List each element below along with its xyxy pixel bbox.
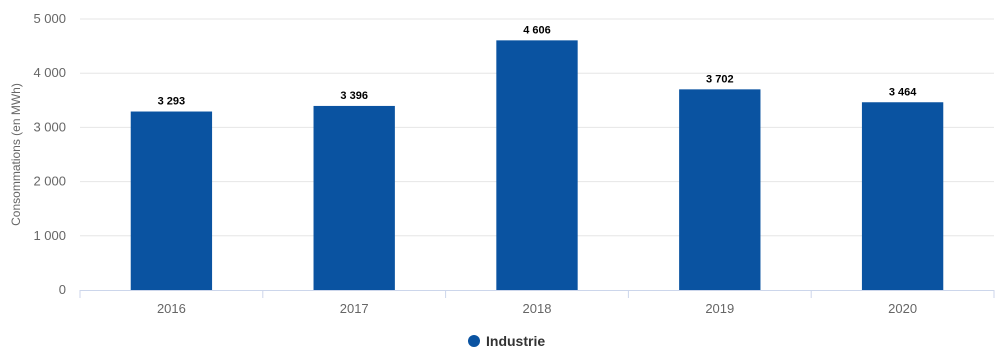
bar-2019[interactable]: [679, 89, 761, 291]
y-tick-label: 4 000: [33, 65, 66, 80]
y-tick-label: 0: [59, 282, 66, 297]
bar-2017[interactable]: [313, 105, 395, 290]
x-tick-label-2016: 2016: [157, 301, 186, 316]
legend[interactable]: Industrie: [468, 333, 545, 347]
data-label-2020: 3 464: [889, 86, 917, 98]
data-labels: 3 293 3 396 4 606 3 702 3 464: [158, 24, 918, 107]
x-tick-label-2020: 2020: [888, 301, 917, 316]
y-axis-tick-labels: 0 1 000 2 000 3 000 4 000 5 000: [33, 11, 66, 297]
x-axis: [79, 290, 995, 298]
data-label-2018: 4 606: [523, 24, 551, 36]
bar-2016[interactable]: [130, 111, 213, 290]
x-tick-label-2018: 2018: [523, 301, 552, 316]
bar-2020[interactable]: [861, 102, 944, 291]
data-label-2017: 3 396: [340, 90, 368, 102]
y-axis-title: Consommations (en MWh): [9, 83, 23, 226]
x-tick-label-2019: 2019: [705, 301, 734, 316]
y-tick-label: 3 000: [33, 119, 66, 134]
y-tick-label: 5 000: [33, 11, 66, 26]
data-label-2016: 3 293: [158, 96, 186, 108]
legend-label-industrie: Industrie: [486, 333, 545, 347]
legend-marker-industrie: [468, 335, 480, 347]
bar-2018[interactable]: [496, 40, 578, 291]
y-tick-label: 2 000: [33, 174, 66, 189]
data-label-2019: 3 702: [706, 73, 734, 85]
x-tick-label-2017: 2017: [340, 301, 369, 316]
y-tick-label: 1 000: [33, 228, 66, 243]
x-axis-tick-labels: 2016 2017 2018 2019 2020: [157, 301, 917, 316]
bars: [130, 40, 944, 291]
